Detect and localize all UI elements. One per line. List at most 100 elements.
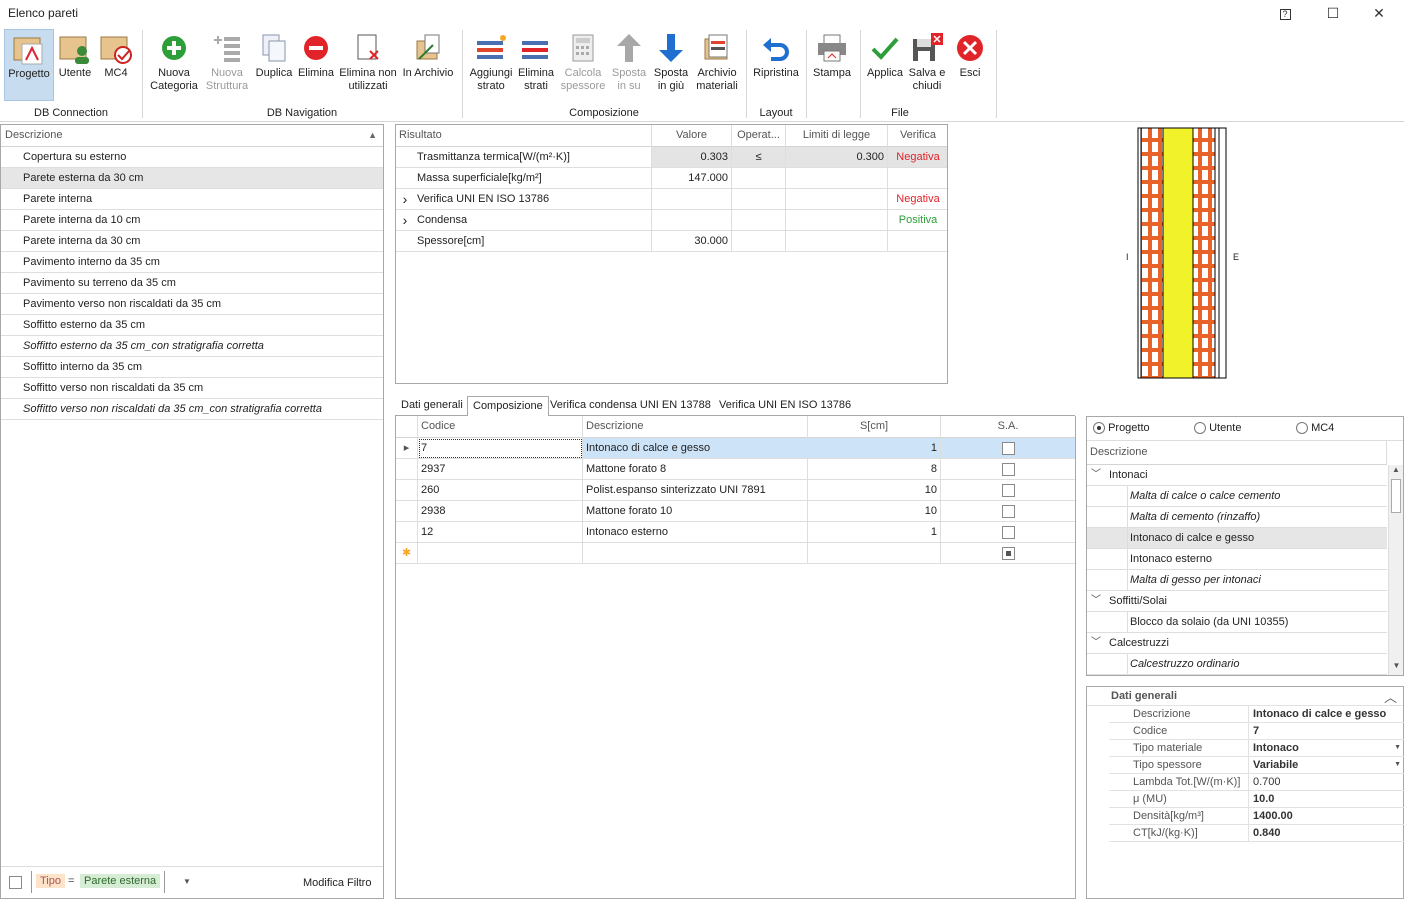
nuova-struttura-button[interactable]: Nuova Struttura — [202, 29, 252, 101]
list-header[interactable]: Descrizione ▲ — [1, 125, 383, 147]
chevron-down-icon[interactable]: ﹀ — [1091, 469, 1101, 480]
property-value[interactable]: Variabile — [1253, 759, 1299, 771]
applica-button[interactable]: Applica — [864, 29, 906, 101]
layer-sa-checkbox[interactable] — [941, 501, 1075, 521]
material-item[interactable]: Calcestruzzo ordinario — [1087, 654, 1387, 675]
duplica-button[interactable]: Duplica — [254, 29, 294, 101]
salva-e-chiudi-button[interactable]: Salva e chiudi — [906, 29, 948, 101]
structure-list-item[interactable]: Soffitto verso non riscaldati da 35 cm_c… — [1, 399, 383, 420]
structure-list-item[interactable]: Parete esterna da 30 cm — [1, 168, 383, 189]
col-spessore[interactable]: S[cm] — [808, 416, 941, 438]
materials-scrollbar[interactable]: ▲ ▼ — [1388, 465, 1403, 675]
layer-description[interactable]: Intonaco esterno — [583, 522, 808, 542]
col-sa[interactable]: S.A. — [997, 420, 1019, 432]
elimina-strati-button[interactable]: Elimina strati — [514, 29, 558, 101]
property-row[interactable]: μ (MU) 10.0 — [1109, 791, 1404, 808]
esci-button[interactable]: Esci — [950, 29, 990, 101]
dropdown-arrow-icon[interactable]: ▼ — [1394, 744, 1401, 751]
edit-filter-link[interactable]: Modifica Filtro — [303, 877, 372, 889]
scroll-up-icon[interactable]: ▲ — [1392, 465, 1400, 474]
radio-progetto[interactable]: Progetto — [1093, 422, 1150, 435]
material-item[interactable]: Intonaco di calce e gesso — [1087, 528, 1387, 549]
material-item[interactable]: Malta di gesso per intonaci — [1087, 570, 1387, 591]
property-row[interactable]: Lambda Tot.[W/(m·K)] 0.700 — [1109, 774, 1404, 791]
radio-mc4[interactable]: MC4 — [1296, 422, 1334, 435]
property-value[interactable]: Intonaco di calce e gesso — [1253, 708, 1387, 720]
property-value[interactable]: Intonaco — [1253, 742, 1299, 754]
col-descrizione[interactable]: Descrizione — [583, 416, 808, 438]
structure-list-item[interactable]: Parete interna da 10 cm — [1, 210, 383, 231]
layer-thickness[interactable]: 10 — [808, 501, 941, 521]
layer-code[interactable] — [418, 543, 583, 563]
layer-code[interactable]: 2937 — [418, 459, 583, 479]
structure-list-item[interactable]: Pavimento interno da 35 cm — [1, 252, 383, 273]
dropdown-arrow-icon[interactable]: ▼ — [1394, 761, 1401, 768]
result-row[interactable]: Trasmittanza termica[W/(m²·K)] 0.303 ≤0.30… — [396, 147, 947, 168]
layer-thickness[interactable]: 1 — [808, 438, 941, 458]
expand-chevron-icon[interactable] — [396, 147, 414, 167]
structure-list-item[interactable]: Pavimento verso non riscaldati da 35 cm — [1, 294, 383, 315]
layer-thickness[interactable]: 10 — [808, 480, 941, 500]
props-section-header[interactable]: Dati generali ︿ — [1087, 687, 1403, 706]
layer-row[interactable]: ▸ 7 Intonaco di calce e gesso 1 — [396, 438, 1075, 459]
elimina-non-utilizzati-button[interactable]: Elimina non utilizzati — [338, 29, 398, 101]
structure-list-item[interactable]: Soffitto esterno da 35 cm — [1, 315, 383, 336]
layer-code[interactable]: 260 — [418, 480, 583, 500]
property-value[interactable]: 7 — [1253, 725, 1260, 737]
structure-list-item[interactable]: Soffitto verso non riscaldati da 35 cm — [1, 378, 383, 399]
structure-list-item[interactable]: Soffitto interno da 35 cm — [1, 357, 383, 378]
sposta-in-su-button[interactable]: Sposta in su — [608, 29, 650, 101]
expand-chevron-icon[interactable]: › — [402, 212, 408, 228]
mc4-button[interactable]: MC4 — [96, 29, 136, 101]
layer-code[interactable]: 2938 — [418, 501, 583, 521]
col-verifica[interactable]: Verifica — [899, 129, 937, 141]
filter-expression[interactable]: Tipo = Parete esterna — [31, 871, 165, 893]
material-category[interactable]: ﹀ Intonaci — [1087, 465, 1387, 486]
close-button[interactable]: ✕ — [1373, 5, 1385, 21]
layer-description[interactable]: Polist.espanso sinterizzato UNI 7891 — [583, 480, 808, 500]
material-category[interactable]: ﹀ Soffitti/Solai — [1087, 591, 1387, 612]
layer-thickness[interactable] — [808, 543, 941, 563]
tab-composizione[interactable]: Composizione — [467, 396, 549, 417]
layer-sa-checkbox[interactable] — [941, 438, 1075, 458]
property-value[interactable]: 1400.00 — [1253, 810, 1293, 822]
layer-code[interactable]: 7 — [418, 438, 583, 458]
layer-sa-checkbox[interactable] — [941, 522, 1075, 542]
layer-thickness[interactable]: 1 — [808, 522, 941, 542]
material-category[interactable]: ﹀ Calcestruzzi — [1087, 633, 1387, 654]
col-limiti[interactable]: Limiti di legge — [786, 125, 888, 147]
property-value[interactable]: 0.700 — [1253, 776, 1281, 788]
sposta-in-giu-button[interactable]: Sposta in giù — [650, 29, 692, 101]
result-row[interactable]: Massa superficiale[kg/m²] 147.000 — [396, 168, 947, 189]
layer-row[interactable]: 260 Polist.espanso sinterizzato UNI 7891 1… — [396, 480, 1075, 501]
archivio-materiali-button[interactable]: Archivio materiali — [692, 29, 742, 101]
scroll-thumb[interactable] — [1391, 479, 1401, 513]
layer-description[interactable]: Intonaco di calce e gesso — [583, 438, 808, 458]
property-row[interactable]: Tipo materiale Intonaco ▼ — [1109, 740, 1404, 757]
col-valore[interactable]: Valore — [652, 125, 732, 147]
stampa-button[interactable]: Stampa — [810, 29, 854, 101]
property-row[interactable]: Tipo spessore Variabile ▼ — [1109, 757, 1404, 774]
filter-checkbox[interactable] — [9, 876, 22, 889]
progetto-button[interactable]: Progetto — [4, 29, 54, 101]
material-item[interactable]: Malta di cemento (rinzaffo) — [1087, 507, 1387, 528]
property-row[interactable]: Densità[kg/m³] 1400.00 — [1109, 808, 1404, 825]
ripristina-button[interactable]: Ripristina — [750, 29, 802, 101]
layer-sa-checkbox[interactable] — [941, 543, 1075, 563]
maximize-button[interactable]: ☐ — [1326, 5, 1340, 21]
tab-verifica-condensa[interactable]: Verifica condensa UNI EN 13788 — [550, 399, 711, 411]
chevron-down-icon[interactable]: ﹀ — [1091, 637, 1101, 648]
filter-dropdown-icon[interactable]: ▼ — [183, 877, 191, 886]
tab-verifica-13786[interactable]: Verifica UNI EN ISO 13786 — [719, 399, 852, 411]
calcola-spessore-button[interactable]: Calcola spessore — [560, 29, 606, 101]
material-item[interactable]: Blocco da solaio (da UNI 10355) — [1087, 612, 1387, 633]
layer-description[interactable]: Mattone forato 10 — [583, 501, 808, 521]
scroll-down-icon[interactable]: ▼ — [1392, 661, 1401, 670]
in-archivio-button[interactable]: In Archivio — [400, 29, 456, 101]
result-row[interactable]: Spessore[cm] 30.000 — [396, 231, 947, 252]
expand-chevron-icon[interactable] — [396, 168, 414, 188]
property-value[interactable]: 0.840 — [1253, 827, 1281, 839]
layer-thickness[interactable]: 8 — [808, 459, 941, 479]
layer-description[interactable] — [583, 543, 808, 563]
